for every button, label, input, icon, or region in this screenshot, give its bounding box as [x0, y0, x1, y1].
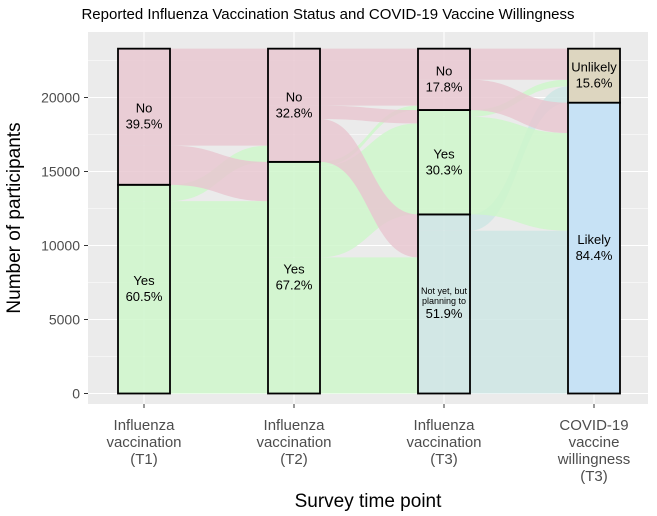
stratum-label-likely: Likely: [577, 232, 611, 247]
x-category-label: vaccine: [569, 434, 620, 451]
flow-no-to-yes: [170, 145, 268, 202]
stratum-label-unlikely: Unlikely: [571, 60, 617, 75]
x-axis: Influenzavaccination(T1)Influenzavaccina…: [106, 404, 630, 485]
flow-underlay: [268, 118, 320, 162]
stratum-label-not-yet-but-planning-to: planning to: [422, 296, 466, 306]
flow-no-to-yes: [320, 105, 418, 124]
flow-underlay: [118, 48, 170, 146]
stratum-label-no: No: [136, 101, 153, 116]
flow-underlay: [268, 257, 320, 394]
stratum-likely-axis-4: [567, 101, 621, 395]
y-tick-label: 0: [72, 386, 80, 402]
x-category-label: Influenza: [264, 417, 326, 434]
x-category-label: (T1): [130, 451, 158, 468]
x-category-label: (T2): [280, 451, 308, 468]
flow-no-to-no: [320, 48, 418, 106]
stratum-label-no: 17.8%: [426, 79, 463, 94]
flow-underlay: [268, 105, 320, 119]
x-category-label: vaccination: [106, 434, 181, 451]
stratum-label-unlikely: 15.6%: [576, 76, 613, 91]
x-category-label: (T3): [430, 451, 458, 468]
stratum-no-axis-1: [117, 47, 171, 186]
flow-underlay: [118, 201, 170, 394]
y-tick-label: 20000: [41, 90, 80, 106]
stratum-label-not-yet-but-planning-to: Not yet, but: [421, 286, 468, 296]
x-category-label: vaccination: [256, 434, 331, 451]
x-category-label: COVID-19: [559, 417, 628, 434]
flow-underlay: [418, 230, 470, 394]
x-category-label: vaccination: [406, 434, 481, 451]
flow-underlay: [268, 48, 320, 106]
y-tick-label: 10000: [41, 238, 80, 254]
flow-not-yet-but-planning-to-to-likely: [470, 230, 568, 394]
flow-underlay: [418, 48, 470, 80]
flow-layer: [118, 48, 568, 394]
chart-title: Reported Influenza Vaccination Status an…: [81, 6, 574, 23]
stratum-label-yes: 60.5%: [126, 289, 163, 304]
flow-underlay: [268, 166, 320, 258]
stratum-label-not-yet-but-planning-to: 51.9%: [426, 306, 463, 321]
flow-yes-to-no: [320, 105, 418, 167]
y-axis-title: Number of participants: [4, 122, 25, 313]
flow-underlay: [418, 214, 470, 231]
flow-underlay: [268, 161, 320, 167]
flow-underlay: [118, 145, 170, 185]
stratum-label-no: No: [286, 89, 303, 104]
stratum-label-yes: 30.3%: [426, 162, 463, 177]
flow-underlay: [118, 184, 170, 202]
y-axis: 0 5000 10000 15000 20000: [41, 90, 88, 402]
stratum-label-no: No: [436, 63, 453, 78]
y-tick-label: 15000: [41, 164, 80, 180]
flow-yes-to-likely: [470, 116, 568, 231]
flow-underlay: [418, 110, 470, 117]
flow-no-to-unlikely: [470, 48, 568, 80]
stratum-label-yes: 67.2%: [276, 278, 313, 293]
stratum-label-no: 32.8%: [276, 105, 313, 120]
flow-no-to-likely: [470, 79, 568, 134]
x-category-label: Influenza: [414, 417, 476, 434]
stratum-label-yes: Yes: [133, 273, 155, 288]
stratum-label-yes: Yes: [283, 262, 305, 277]
flow-underlay: [418, 79, 470, 111]
x-category-label: willingness: [557, 451, 631, 468]
flow-no-to-no: [170, 48, 268, 146]
x-category-label: Influenza: [114, 417, 176, 434]
x-category-label: (T3): [580, 468, 608, 485]
x-axis-title: Survey time point: [295, 491, 443, 512]
flow-yes-to-yes: [170, 201, 268, 394]
stratum-label-yes: Yes: [433, 146, 455, 161]
stratum-label-no: 39.5%: [126, 117, 163, 132]
stratum-label-likely: 84.4%: [576, 248, 613, 263]
stratum-unlikely-axis-4: [567, 47, 621, 104]
flow-yes-to-not-yet-but-planning-to: [320, 257, 418, 394]
flow-underlay: [418, 116, 470, 215]
stratum-no-axis-3: [417, 47, 471, 111]
flow-no-to-not-yet-but-planning-to: [320, 118, 418, 258]
stratum-no-axis-2: [267, 47, 321, 163]
y-tick-label: 5000: [49, 312, 80, 328]
